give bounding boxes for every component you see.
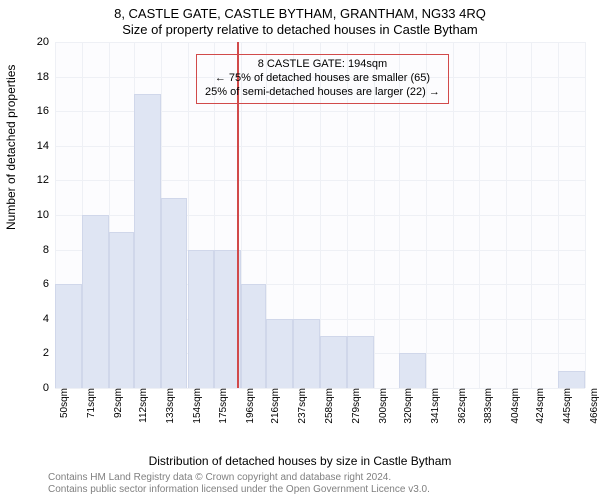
histogram-bar xyxy=(188,250,215,388)
x-tick-label: 154sqm xyxy=(188,388,203,424)
x-tick-label: 279sqm xyxy=(347,388,362,424)
gridline-v xyxy=(453,42,454,388)
gridline-v xyxy=(479,42,480,388)
x-tick-label: 383sqm xyxy=(479,388,494,424)
histogram-bar xyxy=(55,284,82,388)
y-tick-label: 12 xyxy=(37,174,55,186)
x-tick-label: 466sqm xyxy=(585,388,600,424)
y-tick-label: 8 xyxy=(43,244,55,256)
y-tick-label: 4 xyxy=(43,313,55,325)
chart-title-address: 8, CASTLE GATE, CASTLE BYTHAM, GRANTHAM,… xyxy=(0,6,600,21)
y-axis-label: Number of detached properties xyxy=(4,65,18,230)
gridline-v xyxy=(531,42,532,388)
plot-area: 0246810121416182050sqm71sqm92sqm112sqm13… xyxy=(55,42,585,388)
x-tick-label: 112sqm xyxy=(134,388,149,423)
histogram-bar xyxy=(266,319,293,388)
x-tick-label: 320sqm xyxy=(399,388,414,424)
callout-line-1: 8 CASTLE GATE: 194sqm xyxy=(205,58,440,72)
footer-line-2: Contains public sector information licen… xyxy=(48,484,430,496)
y-tick-label: 10 xyxy=(37,209,55,221)
x-tick-label: 71sqm xyxy=(82,388,97,418)
histogram-bar xyxy=(320,336,347,388)
histogram-bar xyxy=(241,284,266,388)
y-tick-label: 0 xyxy=(43,382,55,394)
x-tick-label: 445sqm xyxy=(558,388,573,424)
x-tick-label: 404sqm xyxy=(506,388,521,424)
y-tick-label: 20 xyxy=(37,36,55,48)
histogram-bar xyxy=(82,215,109,388)
x-tick-label: 92sqm xyxy=(109,388,124,418)
x-tick-label: 258sqm xyxy=(320,388,335,424)
histogram-bar xyxy=(293,319,320,388)
x-tick-label: 341sqm xyxy=(426,388,441,424)
y-tick-label: 2 xyxy=(43,347,55,359)
histogram-bar xyxy=(161,198,188,388)
x-tick-label: 133sqm xyxy=(161,388,176,424)
y-tick-label: 18 xyxy=(37,71,55,83)
x-tick-label: 237sqm xyxy=(293,388,308,424)
footer-attribution: Contains HM Land Registry data © Crown c… xyxy=(48,472,430,496)
callout-box: 8 CASTLE GATE: 194sqm← 75% of detached h… xyxy=(196,54,449,104)
x-tick-label: 362sqm xyxy=(453,388,468,424)
histogram-bar xyxy=(134,94,161,388)
x-axis-label: Distribution of detached houses by size … xyxy=(0,454,600,468)
gridline-v xyxy=(558,42,559,388)
x-tick-label: 196sqm xyxy=(241,388,256,424)
histogram-bar xyxy=(347,336,374,388)
y-tick-label: 6 xyxy=(43,278,55,290)
gridline-v xyxy=(585,42,586,388)
histogram-bar xyxy=(558,371,585,388)
x-tick-label: 50sqm xyxy=(55,388,70,418)
callout-line-2: ← 75% of detached houses are smaller (65… xyxy=(205,72,440,86)
gridline-v xyxy=(506,42,507,388)
x-tick-label: 424sqm xyxy=(531,388,546,424)
histogram-bar xyxy=(109,232,134,388)
chart-title-sub: Size of property relative to detached ho… xyxy=(0,22,600,37)
x-tick-label: 216sqm xyxy=(266,388,281,424)
y-tick-label: 16 xyxy=(37,105,55,117)
y-tick-label: 14 xyxy=(37,140,55,152)
histogram-bar xyxy=(399,353,426,388)
property-size-chart: 8, CASTLE GATE, CASTLE BYTHAM, GRANTHAM,… xyxy=(0,0,600,500)
footer-line-1: Contains HM Land Registry data © Crown c… xyxy=(48,472,430,484)
x-tick-label: 175sqm xyxy=(214,388,229,424)
x-tick-label: 300sqm xyxy=(374,388,389,424)
callout-line-3: 25% of semi-detached houses are larger (… xyxy=(205,86,440,100)
